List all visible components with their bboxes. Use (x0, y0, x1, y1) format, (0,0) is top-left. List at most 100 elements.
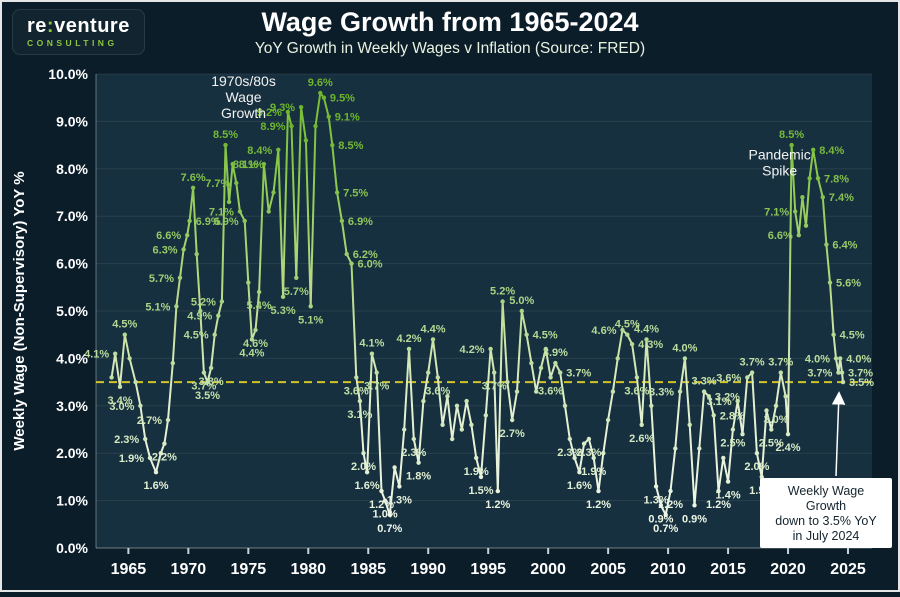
svg-text:1.6%: 1.6% (143, 480, 168, 492)
svg-text:1.2%: 1.2% (369, 499, 394, 511)
svg-text:8.4%: 8.4% (247, 145, 272, 157)
svg-text:2000: 2000 (530, 561, 566, 578)
svg-text:2.7%: 2.7% (137, 415, 162, 427)
svg-text:9.1%: 9.1% (335, 112, 360, 124)
svg-text:6.9%: 6.9% (214, 216, 239, 228)
svg-text:6.9%: 6.9% (348, 216, 373, 228)
svg-text:3.3%: 3.3% (649, 387, 674, 399)
callout-arrow (831, 391, 846, 477)
svg-text:6.0%: 6.0% (358, 259, 383, 271)
svg-text:4.0%: 4.0% (805, 353, 830, 365)
svg-text:1980: 1980 (290, 561, 326, 578)
svg-text:5.1%: 5.1% (298, 314, 323, 326)
svg-text:4.1%: 4.1% (359, 338, 384, 350)
svg-text:4.4%: 4.4% (420, 323, 445, 335)
svg-text:3.6%: 3.6% (716, 372, 741, 384)
svg-text:7.5%: 7.5% (343, 188, 368, 200)
svg-text:0.7%: 0.7% (377, 523, 402, 535)
svg-text:down to 3.5% YoY: down to 3.5% YoY (775, 514, 877, 528)
svg-text:2010: 2010 (650, 561, 686, 578)
svg-text:3.6%: 3.6% (425, 385, 450, 397)
svg-text:4.4%: 4.4% (634, 323, 659, 335)
svg-text:1990: 1990 (410, 561, 446, 578)
svg-text:2.0%: 2.0% (351, 461, 376, 473)
svg-text:3.7%: 3.7% (848, 368, 873, 380)
svg-text:4.5%: 4.5% (840, 330, 865, 342)
svg-text:2.3%: 2.3% (114, 434, 139, 446)
wage-line (110, 92, 844, 516)
svg-text:2.0%: 2.0% (56, 445, 88, 461)
svg-text:2.3%: 2.3% (557, 447, 582, 459)
svg-text:4.2%: 4.2% (396, 333, 421, 345)
svg-text:4.4%: 4.4% (239, 347, 264, 359)
svg-text:1975: 1975 (231, 561, 267, 578)
svg-text:1.2%: 1.2% (586, 499, 611, 511)
data-points (109, 90, 846, 517)
svg-text:9.6%: 9.6% (308, 77, 333, 89)
svg-text:Wage: Wage (225, 89, 261, 105)
svg-text:4.9%: 4.9% (187, 311, 212, 323)
svg-text:3.7%: 3.7% (566, 368, 591, 380)
svg-text:1.8%: 1.8% (406, 471, 431, 483)
svg-text:1970: 1970 (171, 561, 207, 578)
svg-text:in July 2024: in July 2024 (793, 529, 860, 543)
svg-text:2015: 2015 (710, 561, 746, 578)
svg-text:1.9%: 1.9% (464, 466, 489, 478)
svg-text:5.2%: 5.2% (191, 297, 216, 309)
svg-text:1.3%: 1.3% (644, 494, 669, 506)
svg-text:2.5%: 2.5% (759, 438, 784, 450)
svg-text:3.7%: 3.7% (740, 357, 765, 369)
svg-text:9.3%: 9.3% (270, 102, 295, 114)
svg-text:1.4%: 1.4% (716, 490, 741, 502)
y-axis-labels: 0.0% 1.0% 2.0% 3.0% 4.0% 5.0% 6.0% 7.0% 8.0% 9.0%… (48, 66, 88, 556)
svg-text:5.7%: 5.7% (284, 286, 309, 298)
svg-text:1.2%: 1.2% (658, 499, 683, 511)
svg-text:4.5%: 4.5% (112, 319, 137, 331)
svg-text:3.9%: 3.9% (543, 347, 568, 359)
svg-text:4.6%: 4.6% (591, 325, 616, 337)
page-subtitle: YoY Growth in Weekly Wages v Inflation (… (254, 40, 646, 57)
svg-text:1995: 1995 (470, 561, 506, 578)
svg-text:3.5%: 3.5% (195, 390, 220, 402)
svg-text:2.8%: 2.8% (720, 410, 745, 422)
svg-text:3.4%: 3.4% (107, 395, 132, 407)
svg-text:8.9%: 8.9% (260, 121, 285, 133)
svg-text:1.2%: 1.2% (485, 499, 510, 511)
svg-text:2.4%: 2.4% (775, 442, 800, 454)
svg-text:3.6%: 3.6% (538, 385, 563, 397)
svg-text:5.1%: 5.1% (145, 301, 170, 313)
svg-text:6.2%: 6.2% (353, 249, 378, 261)
page-title: Wage Growth from 1965-2024 (261, 7, 639, 37)
gridlines (96, 73, 872, 549)
svg-text:10.0%: 10.0% (48, 66, 88, 82)
svg-text:5.0%: 5.0% (509, 295, 534, 307)
svg-text:3.5%: 3.5% (849, 377, 874, 389)
svg-text:Growth: Growth (806, 499, 846, 513)
svg-text:8.5%: 8.5% (213, 129, 238, 141)
svg-text:9.5%: 9.5% (330, 93, 355, 105)
svg-text:2.3%: 2.3% (576, 447, 601, 459)
point-labels: 4.1% 3.4% 4.5% 3.0% 2.3% 1.9% 1.6% 2.2% 2.7% 5.1%… (84, 77, 874, 535)
logo: re:venture CONSULTING (12, 9, 145, 55)
svg-text:6.9%: 6.9% (196, 216, 221, 228)
svg-text:3.7%: 3.7% (482, 381, 507, 393)
svg-text:1985: 1985 (350, 561, 386, 578)
svg-text:Weekly Wage: Weekly Wage (788, 484, 864, 498)
svg-text:2005: 2005 (590, 561, 626, 578)
svg-text:4.5%: 4.5% (533, 330, 558, 342)
svg-text:3.7%: 3.7% (191, 381, 216, 393)
svg-text:1.9%: 1.9% (581, 466, 606, 478)
svg-text:Pandemic: Pandemic (749, 146, 811, 162)
svg-text:4.6%: 4.6% (243, 338, 268, 350)
svg-text:8.5%: 8.5% (338, 140, 363, 152)
svg-text:6.6%: 6.6% (768, 230, 793, 242)
svg-text:3.7%: 3.7% (768, 357, 793, 369)
svg-text:4.2%: 4.2% (460, 344, 485, 356)
svg-text:7.6%: 7.6% (181, 172, 206, 184)
svg-text:3.1%: 3.1% (347, 409, 372, 421)
svg-text:1.3%: 1.3% (387, 494, 412, 506)
header: re:venture CONSULTING Wage Growth from 1… (0, 0, 900, 62)
svg-text:6.0%: 6.0% (56, 256, 88, 272)
svg-text:2.0%: 2.0% (744, 461, 769, 473)
